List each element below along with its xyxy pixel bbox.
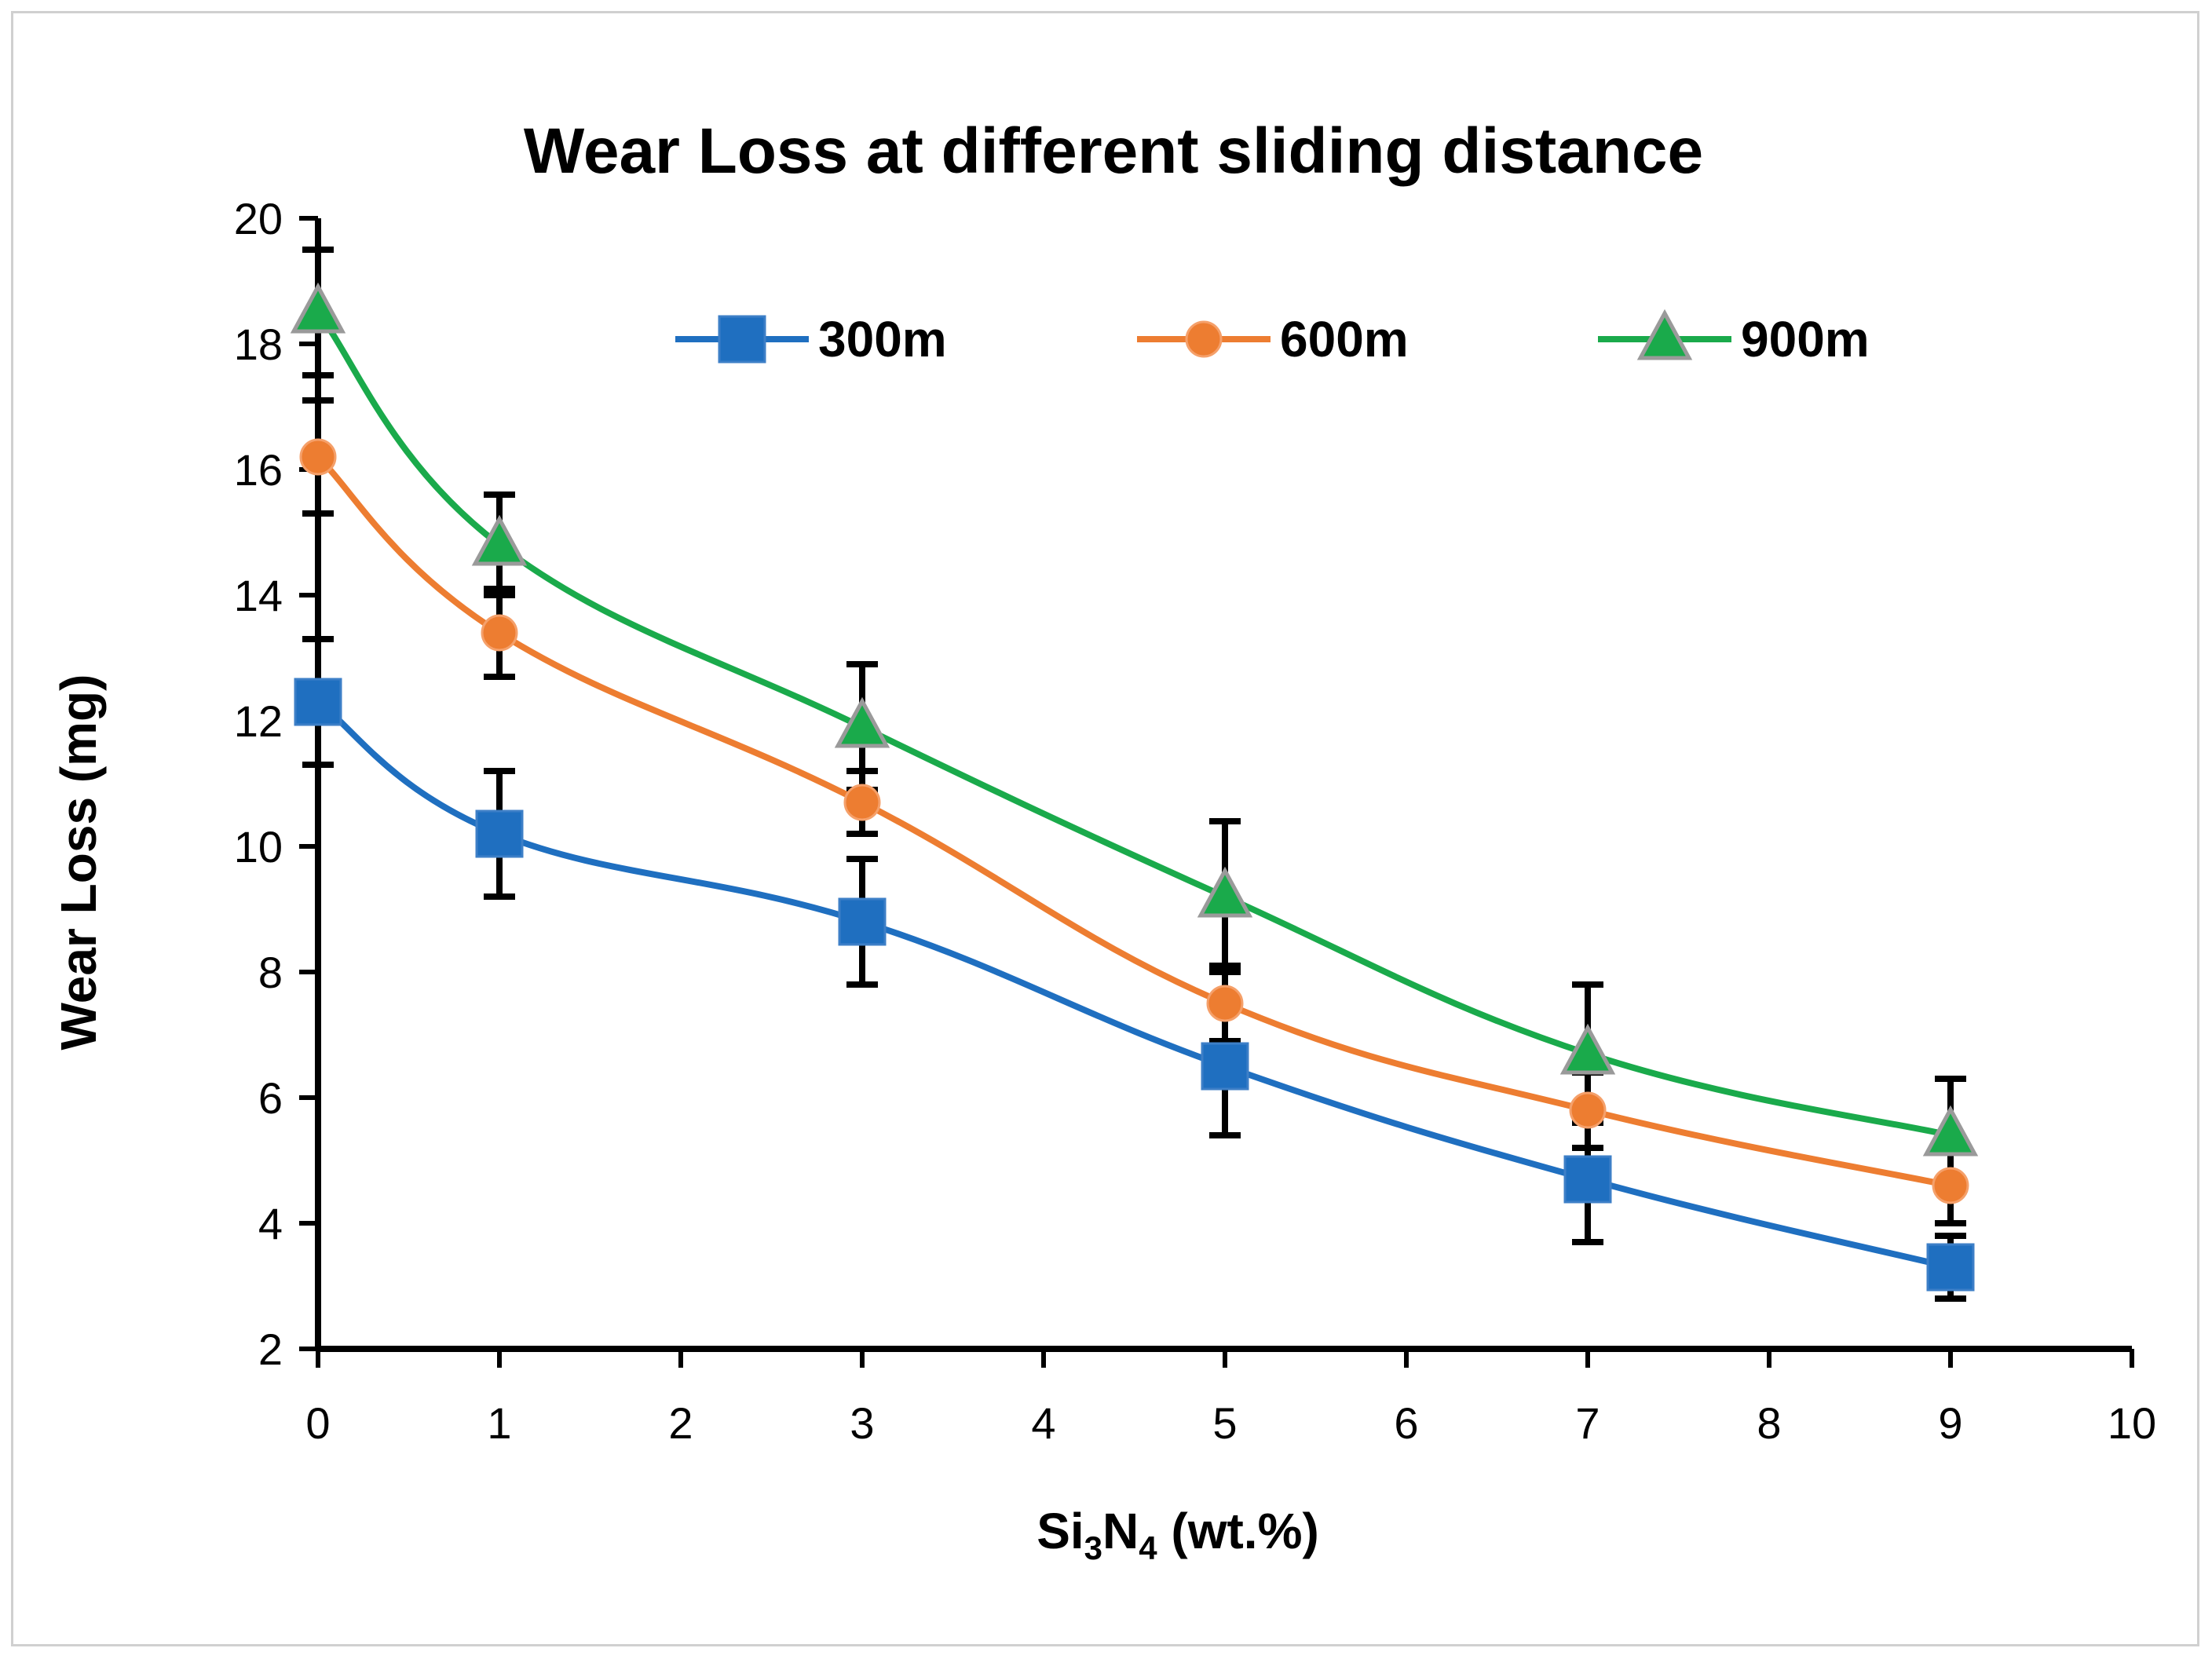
data-point-300m xyxy=(1201,1042,1249,1091)
chart-frame xyxy=(11,11,2199,1646)
y-tick-label: 16 xyxy=(234,445,283,495)
data-point-900m xyxy=(834,696,890,748)
x-tick-label: 2 xyxy=(668,1398,693,1448)
data-point-600m xyxy=(481,614,518,652)
data-point-300m xyxy=(1926,1243,1975,1292)
legend-label: 900m xyxy=(1741,311,1870,367)
data-point-600m xyxy=(1206,985,1244,1022)
x-tick-label: 1 xyxy=(487,1398,511,1448)
data-point-900m xyxy=(1559,1023,1616,1075)
data-point-300m xyxy=(294,678,342,726)
data-point-900m xyxy=(1197,866,1253,918)
series-line-300m xyxy=(316,699,1951,1270)
series-line-900m xyxy=(315,310,1951,1138)
y-tick-label: 18 xyxy=(234,320,283,369)
y-axis-title: Wear Loss (mg) xyxy=(50,674,107,1051)
y-tick-label: 4 xyxy=(258,1199,283,1248)
legend-marker xyxy=(718,315,766,364)
y-tick-label: 8 xyxy=(258,948,283,997)
data-point-900m xyxy=(290,282,346,334)
x-axis-title: Si3N4 (wt.%) xyxy=(1037,1503,1319,1566)
x-axis-title-sub3: 3 xyxy=(1084,1529,1102,1566)
axes xyxy=(315,218,2132,1352)
x-axis-title-rest: (wt.%) xyxy=(1157,1503,1319,1559)
legend-item-600m: 600m xyxy=(1137,311,1409,367)
x-tick-label: 4 xyxy=(1031,1398,1055,1448)
x-tick-label: 0 xyxy=(305,1398,330,1448)
chart-title: Wear Loss at different sliding distance xyxy=(524,115,1703,187)
legend-label: 600m xyxy=(1280,311,1409,367)
y-tick-label: 6 xyxy=(258,1073,283,1123)
x-tick-label: 7 xyxy=(1575,1398,1600,1448)
y-axis-ticks: 2 4 6 8 10 12 14 16 18 20 xyxy=(234,194,318,1374)
data-point-600m xyxy=(1932,1167,1969,1204)
y-tick-label: 14 xyxy=(234,571,283,620)
y-tick-label: 20 xyxy=(234,194,283,243)
legend-item-300m: 300m xyxy=(675,311,947,367)
x-tick-label: 8 xyxy=(1757,1398,1781,1448)
legend-marker xyxy=(1636,309,1693,360)
data-point-900m xyxy=(471,514,528,566)
x-axis-title-sub4: 4 xyxy=(1139,1529,1157,1566)
x-tick-label: 9 xyxy=(1938,1398,1962,1448)
x-axis-title-n: N xyxy=(1102,1503,1139,1559)
y-tick-label: 10 xyxy=(234,822,283,872)
data-point-600m xyxy=(299,438,337,476)
data-point-900m xyxy=(1922,1105,1979,1157)
legend-marker xyxy=(1185,320,1223,358)
data-point-600m xyxy=(1569,1091,1607,1129)
data-point-300m xyxy=(1563,1155,1612,1204)
data-point-600m xyxy=(843,784,881,821)
x-axis-title-si: Si xyxy=(1037,1503,1084,1559)
series-markers xyxy=(290,282,1979,1292)
x-axis-ticks: 0 1 2 3 4 5 6 7 8 9 10 xyxy=(305,1349,2156,1448)
data-point-300m xyxy=(475,809,524,858)
series-line-600m xyxy=(316,455,1951,1189)
y-tick-label: 12 xyxy=(234,696,283,746)
series-lines xyxy=(315,310,1951,1270)
data-point-300m xyxy=(838,897,887,946)
x-tick-label: 10 xyxy=(2108,1398,2156,1448)
legend: 300m 600m 900m xyxy=(675,309,1870,367)
y-tick-label: 2 xyxy=(258,1325,283,1374)
legend-item-900m: 900m xyxy=(1598,309,1870,367)
x-tick-label: 3 xyxy=(850,1398,874,1448)
x-tick-label: 6 xyxy=(1394,1398,1418,1448)
x-tick-label: 5 xyxy=(1212,1398,1237,1448)
legend-label: 300m xyxy=(818,311,947,367)
